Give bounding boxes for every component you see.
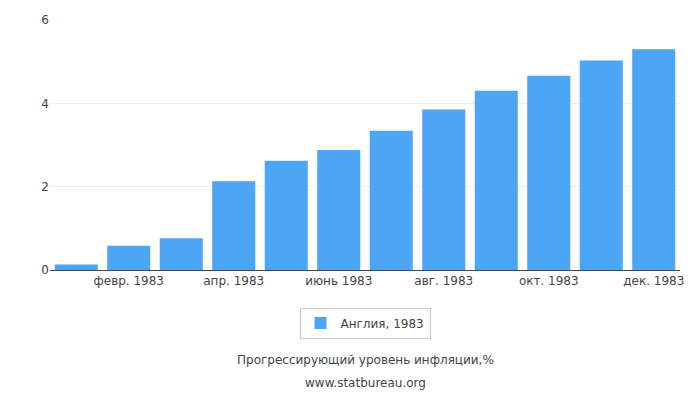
svg-text:дек. 1983: дек. 1983 xyxy=(623,274,684,288)
svg-text:4: 4 xyxy=(41,97,49,111)
svg-text:Прогрессирующий уровень инфляц: Прогрессирующий уровень инфляции,% xyxy=(237,353,494,367)
svg-text:окт. 1983: окт. 1983 xyxy=(519,274,579,288)
svg-text:февр. 1983: февр. 1983 xyxy=(94,274,165,288)
svg-text:www.statbureau.org: www.statbureau.org xyxy=(305,376,426,390)
svg-text:Англия, 1983: Англия, 1983 xyxy=(341,317,424,331)
svg-text:авг. 1983: авг. 1983 xyxy=(414,274,473,288)
svg-text:0: 0 xyxy=(41,263,49,277)
svg-text:июнь 1983: июнь 1983 xyxy=(305,274,372,288)
svg-text:6: 6 xyxy=(41,13,49,27)
svg-text:2: 2 xyxy=(41,180,49,194)
svg-text:апр. 1983: апр. 1983 xyxy=(203,274,264,288)
